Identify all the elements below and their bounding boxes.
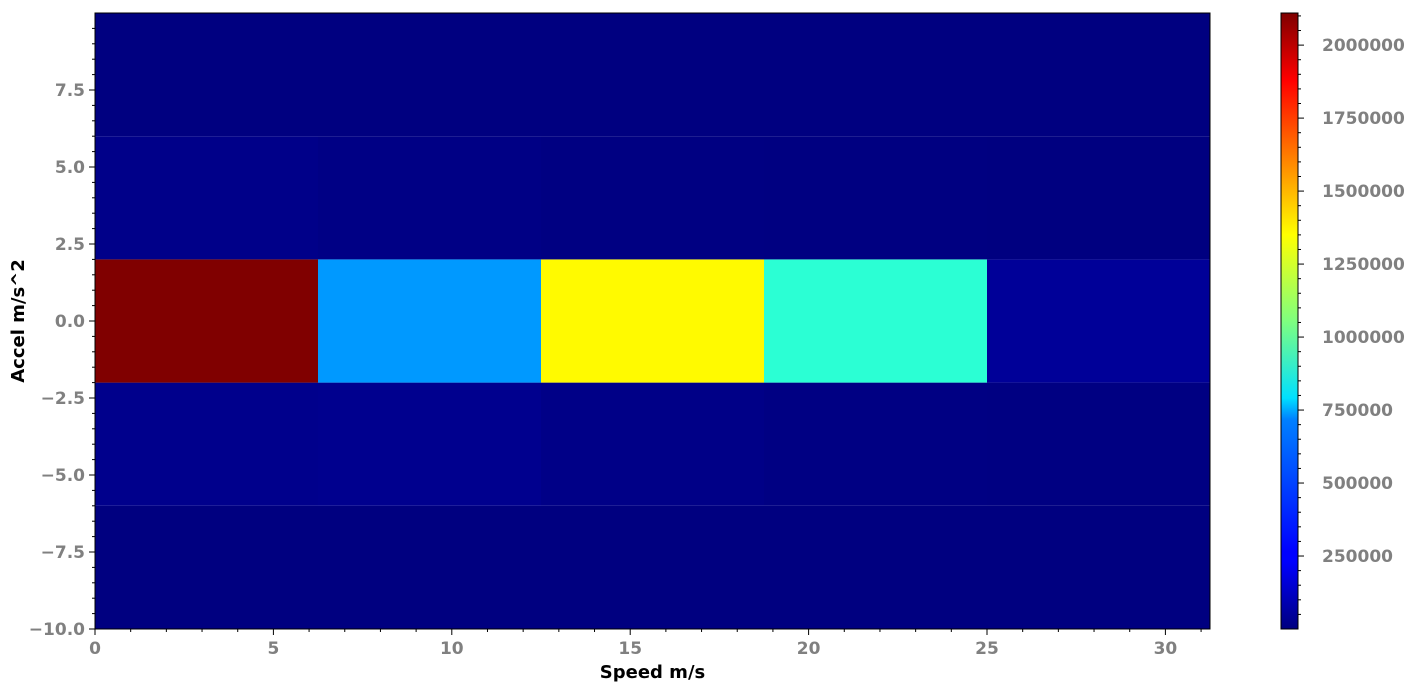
- colorbar-tick-label: 1000000: [1322, 328, 1405, 348]
- x-tick-label: 30: [1154, 639, 1178, 659]
- y-tick-label: −10.0: [29, 620, 85, 640]
- heatmap-cells: [95, 13, 1210, 629]
- heatmap-cell: [764, 505, 987, 629]
- heatmap-cell: [987, 382, 1210, 506]
- y-tick-label: 5.0: [55, 158, 85, 178]
- heatmap-cell: [318, 259, 541, 383]
- y-tick-label: −5.0: [41, 466, 86, 486]
- colorbar-axis: 250000 500000 750000 1000000 1250000 1500000 1…: [1298, 15, 1405, 615]
- heatmap-cell: [764, 259, 987, 383]
- y-tick-label: −2.5: [41, 389, 85, 409]
- heatmap-cell: [987, 136, 1210, 260]
- y-tick-label: −7.5: [41, 543, 85, 563]
- colorbar-tick-label: 1250000: [1322, 255, 1405, 275]
- heatmap-cell: [764, 136, 987, 260]
- heatmap-cell: [987, 505, 1210, 629]
- heatmap-cell: [95, 136, 318, 260]
- heatmap-cell: [764, 382, 987, 506]
- x-tick-label: 10: [440, 639, 464, 659]
- heatmap-cell: [318, 136, 541, 260]
- heatmap-cell: [987, 13, 1210, 137]
- heatmap-cell: [95, 382, 318, 506]
- heatmap-cell: [987, 259, 1210, 383]
- x-tick-label: 5: [267, 639, 279, 659]
- y-axis: −10.0 −7.5 −5.0 −2.5 0.0 2.5 5.0 7.5: [29, 27, 95, 640]
- y-tick-label: 7.5: [55, 81, 85, 101]
- heatmap-cell: [318, 505, 541, 629]
- x-tick-label: 15: [618, 639, 642, 659]
- colorbar-tick-label: 500000: [1322, 474, 1393, 494]
- heatmap-cell: [318, 13, 541, 137]
- heatmap-cell: [541, 259, 764, 383]
- colorbar-tick-label: 2000000: [1322, 36, 1405, 56]
- colorbar-tick-label: 250000: [1322, 547, 1393, 567]
- colorbar-tick-label: 1750000: [1322, 109, 1405, 129]
- colorbar: [1280, 12, 1299, 630]
- y-axis-label: Accel m/s^2: [8, 259, 29, 383]
- heatmap-cell: [541, 505, 764, 629]
- y-tick-label: 2.5: [55, 235, 85, 255]
- heatmap-cell: [541, 13, 764, 137]
- x-axis: 0 5 10 15 20 25 30: [89, 629, 1202, 659]
- colorbar-tick-label: 1500000: [1322, 182, 1405, 202]
- x-tick-label: 0: [89, 639, 101, 659]
- y-tick-label: 0.0: [55, 312, 85, 332]
- x-tick-label: 20: [797, 639, 821, 659]
- x-axis-label: Speed m/s: [600, 662, 705, 683]
- heatmap-cell: [95, 505, 318, 629]
- colorbar-tick-label: 750000: [1322, 401, 1393, 421]
- heatmap-cell: [764, 13, 987, 137]
- heatmap-cell: [95, 13, 318, 137]
- heatmap-cell: [541, 136, 764, 260]
- heatmap-cell: [95, 259, 318, 383]
- x-tick-label: 25: [975, 639, 999, 659]
- heatmap-cell: [318, 382, 541, 506]
- heatmap-cell: [541, 382, 764, 506]
